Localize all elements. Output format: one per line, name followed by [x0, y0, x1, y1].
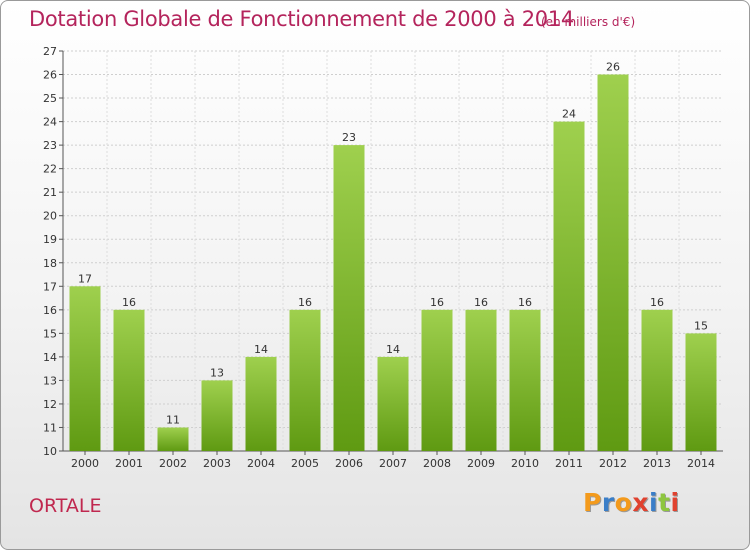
y-tick-label: 22 — [43, 163, 57, 176]
y-tick-label: 26 — [43, 69, 57, 82]
logo-letter: r — [601, 488, 615, 517]
y-tick-label: 24 — [43, 116, 57, 129]
x-tick-label: 2006 — [335, 457, 363, 470]
y-tick-label: 11 — [43, 421, 57, 434]
chart-subtitle: (en milliers d'€) — [541, 15, 636, 29]
x-tick-label: 2013 — [643, 457, 671, 470]
y-tick-label: 18 — [43, 257, 57, 270]
bar[interactable] — [245, 356, 277, 451]
proxiti-logo[interactable]: Proxiti — [583, 488, 680, 517]
bar[interactable] — [201, 380, 233, 451]
y-tick-label: 25 — [43, 92, 57, 105]
y-tick-label: 21 — [43, 186, 57, 199]
data-label: 11 — [166, 414, 180, 427]
x-tick-label: 2003 — [203, 457, 231, 470]
x-tick-label: 2010 — [511, 457, 539, 470]
x-tick-label: 2001 — [115, 457, 143, 470]
x-tick-label: 2014 — [687, 457, 715, 470]
data-label: 16 — [474, 296, 488, 309]
bar[interactable] — [685, 333, 717, 451]
y-tick-label: 23 — [43, 139, 57, 152]
x-tick-label: 2002 — [159, 457, 187, 470]
x-tick-label: 2011 — [555, 457, 583, 470]
bar[interactable] — [69, 286, 101, 451]
bar[interactable] — [509, 309, 541, 451]
bar[interactable] — [597, 74, 629, 452]
chart-title: Dotation Globale de Fonctionnement de 20… — [29, 7, 574, 31]
x-tick-label: 2005 — [291, 457, 319, 470]
x-tick-label: 2009 — [467, 457, 495, 470]
labels: 17 2000 16 2001 11 2002 13 2003 14 2004 16 2005 23 20… — [71, 61, 715, 471]
data-label: 17 — [78, 272, 92, 285]
data-label: 23 — [342, 131, 356, 144]
y-tick-label: 17 — [43, 280, 57, 293]
logo-letter: t — [658, 488, 671, 517]
commune-name: ORTALE — [29, 495, 102, 517]
y-tick-label: 13 — [43, 374, 57, 387]
data-label: 16 — [122, 296, 136, 309]
y-tick-label: 15 — [43, 327, 57, 340]
data-label: 16 — [430, 296, 444, 309]
data-label: 15 — [694, 319, 708, 332]
data-label: 16 — [518, 296, 532, 309]
grid-lines — [63, 50, 723, 452]
bar[interactable] — [157, 427, 189, 452]
bars — [69, 74, 717, 452]
bar[interactable] — [289, 309, 321, 451]
bar[interactable] — [333, 145, 365, 451]
x-tick-label: 2004 — [247, 457, 275, 470]
x-tick-label: 2000 — [71, 457, 99, 470]
y-tick-label: 14 — [43, 351, 57, 364]
axes: 10 11 12 13 14 15 16 17 18 19 20 21 22 23 24 25 26 27 — [43, 45, 723, 458]
data-label: 14 — [254, 343, 268, 356]
y-tick-label: 12 — [43, 398, 57, 411]
bar[interactable] — [377, 356, 409, 451]
y-tick-label: 19 — [43, 233, 57, 246]
bar[interactable] — [465, 309, 497, 451]
data-label: 13 — [210, 366, 224, 379]
data-label: 24 — [562, 108, 576, 121]
bar[interactable] — [421, 309, 453, 451]
data-label: 16 — [298, 296, 312, 309]
bar[interactable] — [641, 309, 673, 451]
y-tick-label: 16 — [43, 304, 57, 317]
logo-letter: x — [632, 488, 649, 517]
x-tick-label: 2007 — [379, 457, 407, 470]
bar[interactable] — [113, 309, 145, 451]
logo-letter: o — [614, 488, 633, 517]
logo-letter: i — [670, 488, 680, 517]
logo-letter: i — [649, 488, 659, 517]
data-label: 16 — [650, 296, 664, 309]
x-tick-label: 2008 — [423, 457, 451, 470]
y-tick-label: 20 — [43, 210, 57, 223]
data-label: 26 — [606, 61, 620, 74]
y-tick-label: 27 — [43, 45, 57, 58]
bar[interactable] — [553, 121, 585, 451]
data-label: 14 — [386, 343, 400, 356]
x-tick-label: 2012 — [599, 457, 627, 470]
logo-letter: P — [583, 488, 602, 517]
y-tick-label: 10 — [43, 445, 57, 458]
